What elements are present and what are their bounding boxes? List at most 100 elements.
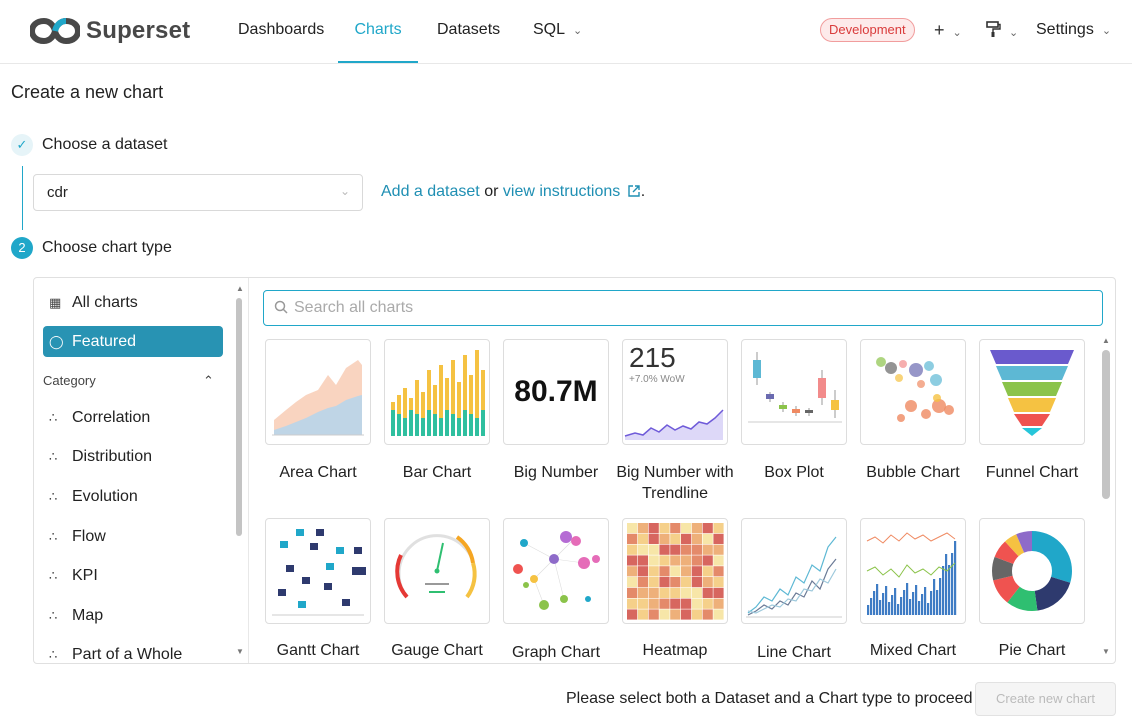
chart-card-graph-chart[interactable]	[503, 518, 609, 624]
heatmap-thumbnail	[627, 523, 724, 620]
sidebar-item-kpi[interactable]: ∴ KPI	[43, 560, 223, 591]
add-dataset-link[interactable]: Add a dataset	[381, 183, 480, 200]
sidebar-item-label: Evolution	[72, 488, 138, 505]
nav-datasets[interactable]: Datasets	[437, 21, 501, 38]
sidebar-item-part-of-a-whole[interactable]: ∴ Part of a Whole	[43, 639, 223, 663]
chart-card-funnel-chart[interactable]	[979, 339, 1085, 445]
chart-card-label: Pie Chart	[998, 642, 1066, 659]
external-link-icon	[628, 185, 640, 197]
step2-label: Choose chart type	[42, 239, 172, 256]
category-header[interactable]: Category	[43, 373, 96, 388]
line-chart-thumbnail	[746, 536, 842, 618]
scroll-down-arrow-icon[interactable]: ▼	[236, 647, 244, 656]
sidebar-item-label: KPI	[72, 567, 98, 584]
chevron-down-icon: ⌄	[339, 184, 350, 198]
chevron-up-icon[interactable]: ⌃	[203, 373, 214, 388]
chart-card-label: Big Number with Trendline	[616, 464, 734, 502]
chart-card-label: Bubble Chart	[866, 464, 960, 481]
chart-card-label: Graph Chart	[511, 644, 601, 661]
search-input[interactable]	[294, 297, 1084, 319]
settings-label: Settings	[1036, 21, 1094, 38]
dataset-select[interactable]: cdr ⌄	[33, 174, 363, 211]
chart-card-mixed-chart[interactable]	[860, 518, 966, 624]
sidebar-item-label: Flow	[72, 528, 106, 545]
sidebar-item-featured[interactable]: ◯ Featured	[43, 326, 223, 357]
sidebar-item-flow[interactable]: ∴ Flow	[43, 521, 223, 552]
chart-gallery: Area Chart Bar Chart 80.7M Big Number 21…	[250, 278, 1115, 663]
chart-category-sidebar: ▦ All charts ◯ Featured Category ⌃ ∴ Cor…	[34, 278, 249, 663]
graph-chart-thumbnail	[513, 531, 600, 610]
chart-card-area-chart[interactable]	[265, 339, 371, 445]
nav-sql[interactable]: SQL ⌄	[533, 0, 582, 63]
theme-menu[interactable]: ⌄	[985, 18, 1018, 42]
chart-card-label: Gantt Chart	[276, 642, 360, 659]
scroll-down-arrow-icon[interactable]: ▼	[1102, 647, 1110, 656]
dataset-help: Add a dataset or view instructions .	[381, 183, 645, 201]
funnel-chart-thumbnail	[990, 350, 1074, 436]
chevron-down-icon: ⌄	[952, 27, 962, 39]
scroll-up-arrow-icon[interactable]: ▲	[236, 284, 244, 293]
big-number-thumbnail: 80.7M	[514, 375, 598, 408]
chart-card-label: Line Chart	[757, 644, 831, 661]
add-menu[interactable]: + ⌄	[934, 18, 962, 42]
gallery-scrollbar[interactable]	[1102, 350, 1110, 499]
sidebar-item-label: Part of a Whole	[72, 646, 183, 663]
category-icon: ∴	[49, 489, 58, 504]
mixed-chart-thumbnail	[866, 532, 957, 615]
category-icon: ∴	[49, 529, 58, 544]
sidebar-item-correlation[interactable]: ∴ Correlation	[43, 402, 223, 433]
nav-dashboards[interactable]: Dashboards	[238, 21, 325, 38]
chart-type-picker: ▦ All charts ◯ Featured Category ⌃ ∴ Cor…	[33, 277, 1116, 664]
search-box[interactable]	[263, 290, 1103, 326]
superset-logo-icon	[30, 17, 80, 45]
gantt-chart-thumbnail	[272, 529, 366, 616]
sidebar-scrollbar[interactable]	[236, 298, 242, 536]
chart-card-big-number-trendline[interactable]: 215 +7.0% WoW	[622, 339, 728, 445]
chart-card-heatmap[interactable]	[622, 518, 728, 624]
sidebar-item-all-charts[interactable]: ▦ All charts	[43, 287, 223, 318]
bar-chart-thumbnail	[391, 350, 485, 436]
sidebar-item-evolution[interactable]: ∴ Evolution	[43, 481, 223, 512]
step-connector	[22, 166, 23, 230]
create-new-chart-button[interactable]: Create new chart	[975, 682, 1116, 716]
search-icon	[274, 300, 288, 314]
sidebar-item-label: Map	[72, 607, 104, 624]
scroll-up-arrow-icon[interactable]: ▲	[1102, 336, 1110, 345]
chart-card-gauge-chart[interactable]	[384, 518, 490, 624]
chart-card-bubble-chart[interactable]	[860, 339, 966, 445]
sidebar-item-label: Distribution	[72, 448, 153, 465]
footer-message: Please select both a Dataset and a Chart…	[566, 690, 973, 707]
nav-charts[interactable]: Charts	[338, 0, 418, 63]
bubble-chart-thumbnail	[876, 357, 954, 422]
step1-label: Choose a dataset	[42, 136, 168, 153]
category-icon: ∴	[49, 410, 58, 425]
big-number-trendline-subtext: +7.0% WoW	[629, 374, 685, 385]
chart-card-label: Big Number	[513, 464, 599, 481]
environment-badge: Development	[820, 18, 915, 42]
fire-icon: ◯	[49, 334, 64, 349]
chevron-down-icon: ⌄	[1101, 25, 1112, 37]
or-text: or	[484, 183, 499, 200]
sidebar-item-label: Correlation	[72, 409, 151, 426]
chart-card-label: Mixed Chart	[869, 642, 957, 659]
chart-card-bar-chart[interactable]	[384, 339, 490, 445]
chart-card-box-plot[interactable]	[741, 339, 847, 445]
gauge-chart-thumbnail	[395, 534, 477, 599]
settings-menu[interactable]: Settings ⌄	[1036, 0, 1111, 63]
chart-card-pie-chart[interactable]	[979, 518, 1085, 624]
chart-card-line-chart[interactable]	[741, 518, 847, 624]
view-instructions-link[interactable]: view instructions	[503, 183, 641, 200]
period-text: .	[640, 183, 646, 200]
paint-roller-icon	[986, 21, 1001, 37]
logo-text: Superset	[86, 17, 191, 44]
category-icon: ∴	[49, 449, 58, 464]
chart-card-gantt-chart[interactable]	[265, 518, 371, 624]
plus-icon: +	[934, 20, 945, 40]
chart-card-big-number[interactable]: 80.7M	[503, 339, 609, 445]
superset-logo[interactable]: Superset	[30, 14, 190, 48]
top-nav: Superset Dashboards Charts Datasets SQL ⌄…	[0, 0, 1132, 64]
chart-card-label: Funnel Chart	[985, 464, 1079, 481]
sidebar-item-map[interactable]: ∴ Map	[43, 600, 223, 631]
sidebar-item-distribution[interactable]: ∴ Distribution	[43, 441, 223, 472]
sidebar-item-label: Featured	[72, 333, 137, 350]
